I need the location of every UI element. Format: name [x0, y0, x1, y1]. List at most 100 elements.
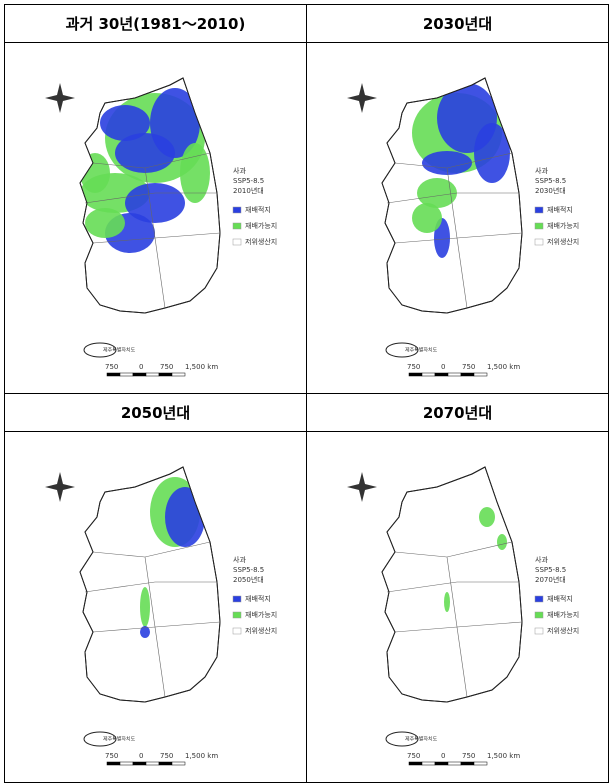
legend-swatch — [232, 627, 242, 635]
scale-label: 750 — [407, 752, 420, 760]
scale-bar — [132, 761, 147, 766]
legend-swatch — [534, 222, 544, 230]
scale-bar — [106, 761, 121, 766]
area-blob — [180, 143, 210, 203]
area-blob — [479, 507, 495, 527]
area-blob — [80, 153, 110, 193]
legend-label: 재배가능지 — [547, 610, 579, 619]
scale-bar — [473, 372, 488, 377]
area-blob — [140, 587, 150, 627]
compass — [347, 472, 377, 502]
legend-swatch — [534, 206, 544, 214]
panel-title: 2030년대 — [306, 4, 609, 43]
scale-bar — [408, 761, 423, 766]
compass — [45, 83, 75, 113]
scale-bar — [421, 761, 436, 766]
area-blob — [474, 123, 510, 183]
legend-label: 재배적지 — [547, 594, 573, 603]
legend-label: 재배가능지 — [245, 610, 277, 619]
scale-bar — [408, 372, 423, 377]
panel-title: 2050년대 — [4, 393, 307, 432]
scale-bar — [158, 761, 173, 766]
island — [83, 731, 117, 747]
legend-period: 2010년대 — [233, 186, 264, 195]
scale-bar — [460, 372, 475, 377]
legend-swatch — [534, 595, 544, 603]
legend-label: 재배적지 — [547, 205, 573, 214]
legend-crop: 사과 — [535, 555, 548, 564]
scale-label: 1,500 km — [487, 363, 520, 371]
legend-label: 재배적지 — [245, 594, 271, 603]
scale-label: 750 — [105, 752, 118, 760]
scale-bar — [460, 761, 475, 766]
scale-label: 750 — [407, 363, 420, 371]
island-label: 제주특별자치도 — [405, 736, 438, 743]
scale-label: 750 — [160, 363, 173, 371]
legend-label: 저위생산지 — [547, 237, 579, 246]
legend-period: 2070년대 — [535, 575, 566, 584]
scale-label: 750 — [160, 752, 173, 760]
area-blob — [497, 534, 507, 550]
compass — [45, 472, 75, 502]
land — [381, 466, 523, 703]
map-cell: 제주특별자치도 사과 SSP5-8.5 2010년대 재배적지 재배가능지 저위생산지 750… — [4, 42, 307, 394]
legend-swatch — [534, 627, 544, 635]
provinces — [386, 152, 523, 309]
island — [385, 342, 419, 358]
island-label: 제주특별자치도 — [103, 736, 136, 743]
area-blob — [444, 592, 450, 612]
legend-swatch — [232, 611, 242, 619]
legend-crop: 사과 — [233, 555, 246, 564]
legend-swatch — [232, 222, 242, 230]
scale-bar — [447, 761, 462, 766]
scale-bar — [434, 761, 449, 766]
legend-label: 저위생산지 — [245, 626, 277, 635]
map-cell: 제주특별자치도 사과 SSP5-8.5 2070년대 재배적지 재배가능지 저위생산지 750… — [306, 431, 609, 783]
provinces — [84, 152, 221, 309]
area-blob — [85, 208, 125, 238]
legend-label: 저위생산지 — [245, 237, 277, 246]
panel-title: 과거 30년(1981～2010) — [4, 4, 307, 43]
scale-bar — [145, 372, 160, 377]
legend-swatch — [534, 611, 544, 619]
scale-bar — [421, 372, 436, 377]
island-label: 제주특별자치도 — [103, 347, 136, 354]
legend-period: 2050년대 — [233, 575, 264, 584]
scale-label: 0 — [139, 752, 143, 760]
scale-bar — [119, 761, 134, 766]
scale-bar — [171, 372, 186, 377]
scale-label: 750 — [462, 363, 475, 371]
land — [79, 466, 221, 703]
area-blob — [417, 178, 457, 208]
island — [83, 342, 117, 358]
panel-title: 2070년대 — [306, 393, 609, 432]
compass — [347, 83, 377, 113]
island — [385, 731, 419, 747]
area-blob — [115, 133, 175, 173]
legend-scenario: SSP5-8.5 — [233, 566, 264, 574]
scale-label: 750 — [462, 752, 475, 760]
figure-table: 과거 30년(1981～2010) 2030년대 제주특별자치도 사과 SSP5-8… — [4, 4, 609, 783]
area-blob — [140, 626, 150, 638]
legend-label: 재배적지 — [245, 205, 271, 214]
legend-swatch — [232, 238, 242, 246]
area-blob — [422, 151, 472, 175]
provinces — [386, 541, 523, 698]
scale-bar — [473, 761, 488, 766]
legend-scenario: SSP5-8.5 — [535, 177, 566, 185]
legend-label: 재배가능지 — [245, 221, 277, 230]
scale-bar — [132, 372, 147, 377]
scale-label: 1,500 km — [185, 752, 218, 760]
scale-label: 0 — [139, 363, 143, 371]
area-blob — [412, 203, 442, 233]
suitability-areas — [80, 88, 210, 253]
legend-period: 2030년대 — [535, 186, 566, 195]
scale-label: 1,500 km — [487, 752, 520, 760]
scale-bar — [171, 761, 186, 766]
land — [381, 466, 523, 703]
